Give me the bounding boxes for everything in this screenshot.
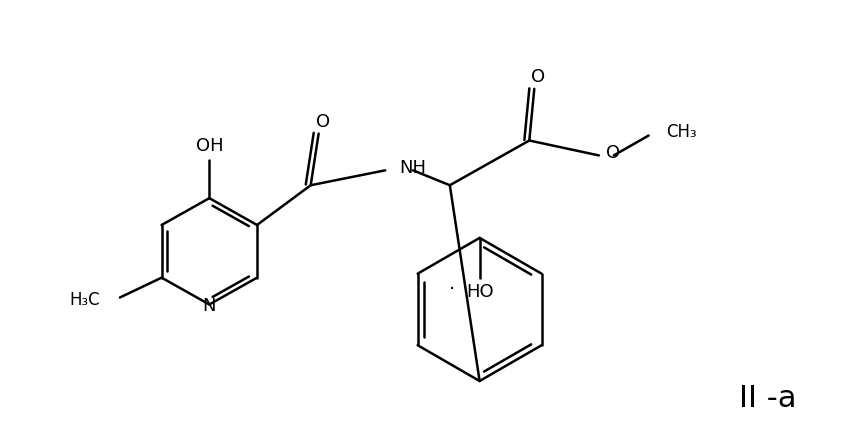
Text: H₃C: H₃C [69,291,100,308]
Text: NH: NH [399,159,426,178]
Text: HO: HO [466,283,493,300]
Text: O: O [531,68,546,86]
Text: N: N [203,297,216,316]
Text: O: O [316,113,330,131]
Text: O: O [606,145,620,162]
Text: CH₃: CH₃ [667,122,697,141]
Text: ·: · [449,280,455,299]
Text: II -a: II -a [739,384,797,413]
Text: OH: OH [195,138,223,155]
